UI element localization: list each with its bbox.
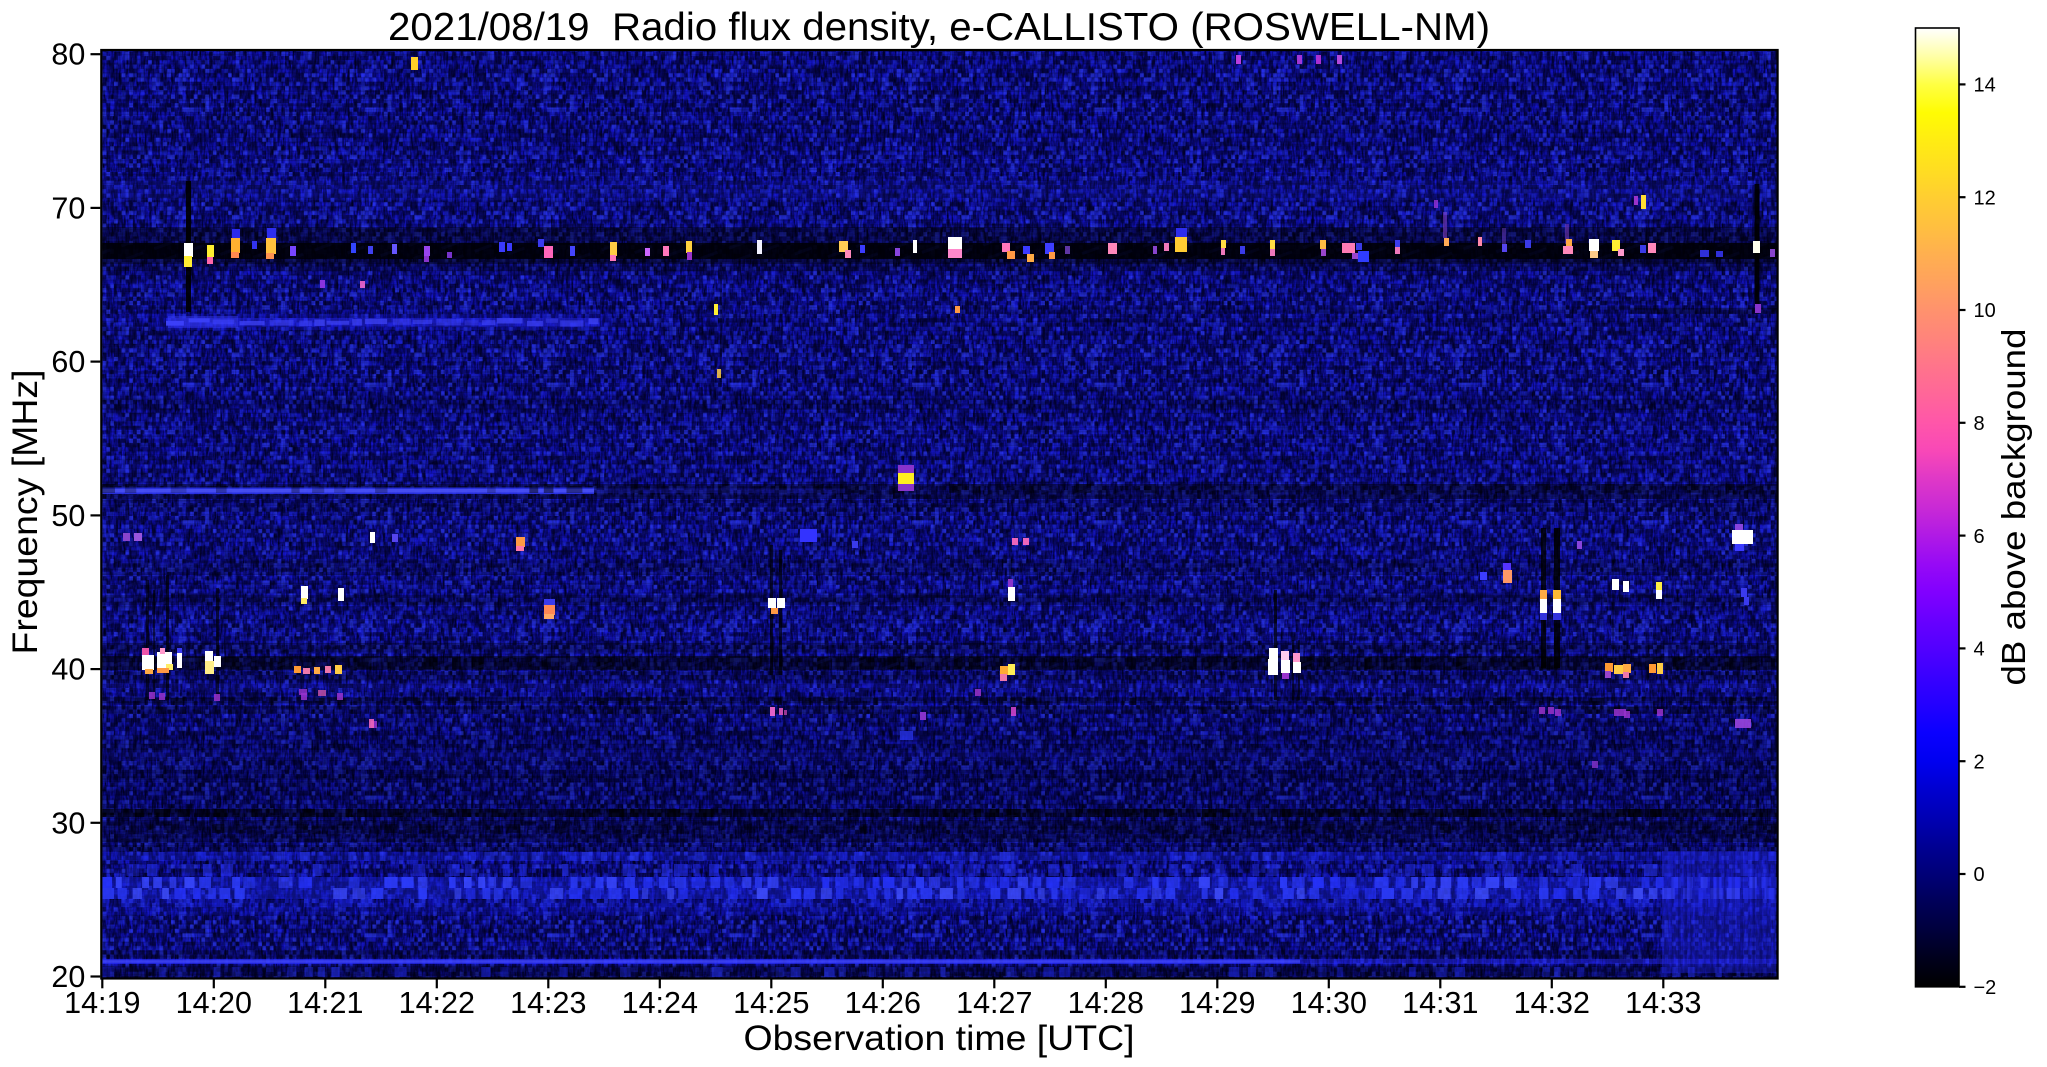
svg-text:6: 6 [1974,526,1985,548]
svg-text:14:33: 14:33 [1625,986,1701,1020]
svg-text:14:28: 14:28 [1068,986,1144,1020]
svg-text:Frequency [MHz]: Frequency [MHz] [6,370,45,655]
svg-text:2021/08/19 Radio flux density: 2021/08/19 Radio flux density, e-CALLIST… [388,6,1490,49]
svg-text:2: 2 [1974,751,1985,773]
svg-text:dB above background: dB above background [1995,329,2032,686]
svg-text:20: 20 [51,960,85,994]
svg-text:14:25: 14:25 [733,986,809,1020]
svg-text:14:26: 14:26 [845,986,921,1020]
svg-text:50: 50 [51,499,85,533]
svg-text:14:23: 14:23 [510,986,586,1020]
svg-text:14:27: 14:27 [956,986,1032,1020]
svg-text:14:21: 14:21 [287,986,363,1020]
svg-text:70: 70 [51,191,85,225]
svg-text:0: 0 [1974,864,1985,886]
svg-text:14:22: 14:22 [399,986,475,1020]
svg-text:14:19: 14:19 [64,986,140,1020]
svg-text:10: 10 [1974,300,1996,322]
svg-text:12: 12 [1974,187,1996,209]
svg-text:−2: −2 [1974,977,1997,999]
svg-text:4: 4 [1974,639,1985,661]
svg-text:14:29: 14:29 [1179,986,1255,1020]
svg-text:8: 8 [1974,413,1985,435]
svg-text:14:20: 14:20 [176,986,252,1020]
svg-text:30: 30 [51,806,85,840]
svg-text:80: 80 [51,38,85,72]
svg-text:14: 14 [1974,75,1996,97]
svg-text:14:30: 14:30 [1291,986,1367,1020]
svg-text:14:24: 14:24 [622,986,698,1020]
svg-text:Observation time [UTC]: Observation time [UTC] [744,1019,1135,1058]
svg-text:60: 60 [51,345,85,379]
svg-text:14:31: 14:31 [1402,986,1478,1020]
svg-text:14:32: 14:32 [1514,986,1590,1020]
svg-text:40: 40 [51,653,85,687]
